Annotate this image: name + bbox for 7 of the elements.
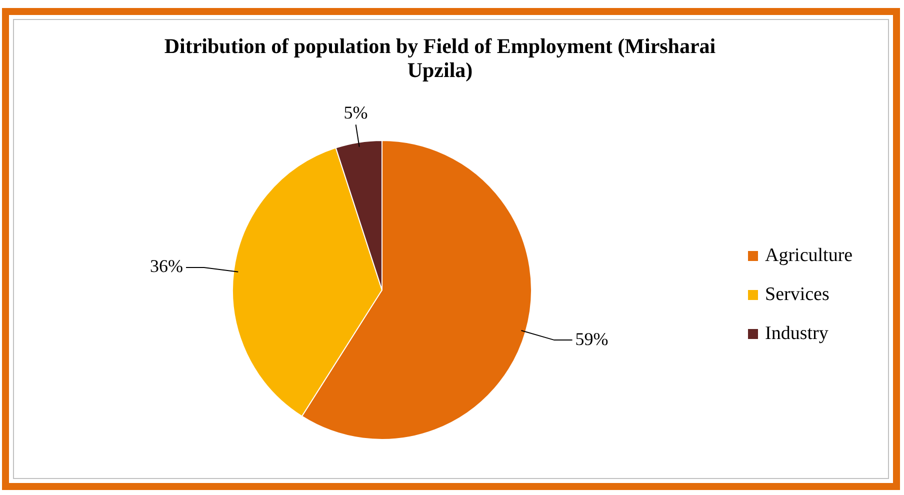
data-label: 5% bbox=[344, 102, 368, 122]
chart-title: Ditribution of population by Field of Employment (Mirsharai Upzila) bbox=[163, 34, 717, 82]
data-label: 59% bbox=[575, 328, 608, 349]
legend-label: Services bbox=[765, 284, 830, 306]
legend-label: Agriculture bbox=[765, 244, 853, 266]
data-label: 36% bbox=[150, 256, 184, 276]
legend-label: Industry bbox=[765, 322, 828, 344]
